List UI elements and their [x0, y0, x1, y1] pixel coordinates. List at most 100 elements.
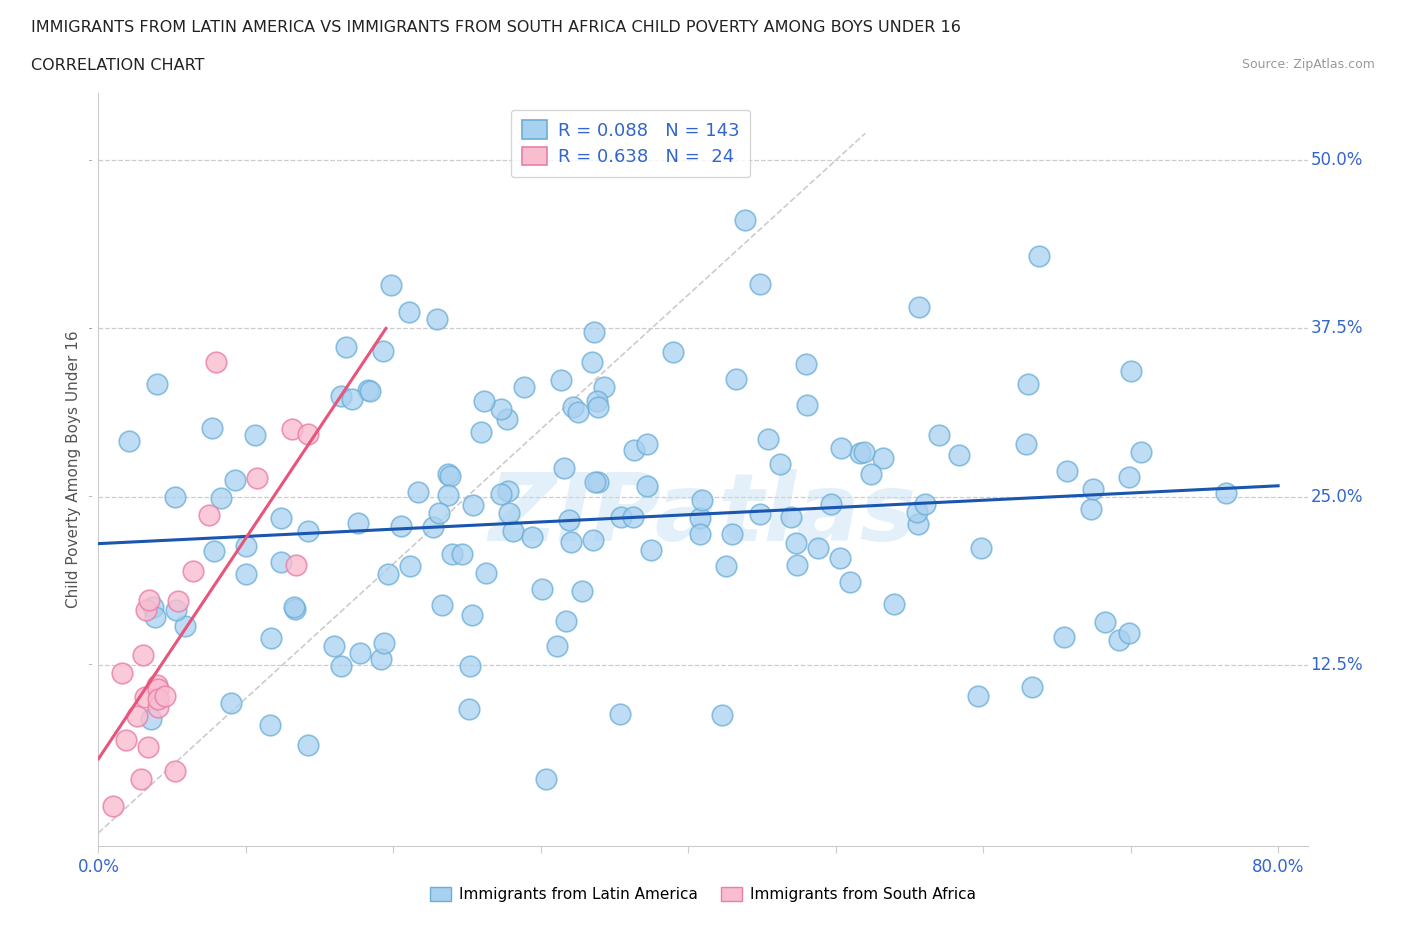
Point: [475, 565, 498, 580]
Point: [146, 692, 169, 707]
Point: [125, 709, 148, 724]
Point: [553, 460, 575, 475]
Point: [260, 631, 283, 646]
Point: [259, 717, 281, 732]
Point: [458, 658, 481, 673]
Point: [586, 399, 609, 414]
Point: [586, 474, 609, 489]
Point: [270, 511, 292, 525]
Point: [243, 428, 266, 443]
Point: [513, 380, 536, 395]
Point: [716, 559, 738, 574]
Point: [163, 764, 186, 778]
Point: [373, 343, 395, 358]
Point: [948, 447, 970, 462]
Point: [380, 278, 402, 293]
Point: [141, 711, 163, 726]
Point: [807, 541, 830, 556]
Point: [785, 535, 807, 550]
Point: [786, 557, 808, 572]
Point: [907, 299, 929, 314]
Point: [284, 601, 307, 616]
Point: [408, 485, 430, 499]
Point: [583, 474, 606, 489]
Point: [1080, 501, 1102, 516]
Point: [561, 400, 583, 415]
Point: [322, 639, 344, 654]
Point: [377, 566, 399, 581]
Point: [118, 433, 141, 448]
Point: [458, 701, 481, 716]
Point: [283, 600, 305, 615]
Point: [209, 491, 232, 506]
Point: [749, 506, 772, 521]
Text: ZIPatlas: ZIPatlas: [489, 469, 917, 561]
Point: [163, 489, 186, 504]
Text: Source: ZipAtlas.com: Source: ZipAtlas.com: [1241, 58, 1375, 71]
Point: [398, 305, 420, 320]
Point: [111, 666, 134, 681]
Point: [1017, 376, 1039, 391]
Point: [297, 737, 319, 752]
Point: [437, 467, 460, 482]
Point: [138, 592, 160, 607]
Point: [914, 496, 936, 511]
Point: [853, 445, 876, 459]
Point: [389, 519, 412, 534]
Point: [440, 547, 463, 562]
Point: [146, 682, 169, 697]
Point: [531, 581, 554, 596]
Point: [662, 345, 685, 360]
Point: [281, 422, 304, 437]
Point: [246, 471, 269, 485]
Point: [489, 487, 512, 502]
Point: [1119, 364, 1142, 379]
Point: [205, 354, 228, 369]
Point: [370, 652, 392, 667]
Text: 12.5%: 12.5%: [1310, 656, 1364, 673]
Point: [219, 696, 242, 711]
Y-axis label: Child Poverty Among Boys Under 16: Child Poverty Among Boys Under 16: [66, 331, 82, 608]
Point: [734, 213, 756, 228]
Point: [689, 527, 711, 542]
Point: [905, 504, 928, 519]
Point: [636, 436, 658, 451]
Point: [297, 524, 319, 538]
Point: [621, 510, 644, 525]
Point: [502, 524, 524, 538]
Point: [346, 516, 368, 531]
Text: 25.0%: 25.0%: [1310, 487, 1362, 506]
Point: [143, 610, 166, 625]
Point: [101, 799, 124, 814]
Point: [558, 512, 581, 527]
Point: [689, 510, 711, 525]
Point: [720, 526, 742, 541]
Point: [1108, 632, 1130, 647]
Point: [592, 379, 614, 394]
Point: [796, 398, 818, 413]
Point: [131, 648, 153, 663]
Point: [1130, 445, 1153, 459]
Point: [585, 393, 607, 408]
Point: [129, 772, 152, 787]
Point: [146, 377, 169, 392]
Point: [966, 688, 988, 703]
Point: [270, 554, 292, 569]
Point: [138, 739, 160, 754]
Point: [970, 541, 993, 556]
Point: [610, 509, 633, 524]
Point: [432, 598, 454, 613]
Point: [609, 706, 631, 721]
Point: [872, 450, 894, 465]
Point: [839, 575, 862, 590]
Point: [340, 392, 363, 406]
Text: CORRELATION CHART: CORRELATION CHART: [31, 58, 204, 73]
Point: [690, 493, 713, 508]
Point: [437, 487, 460, 502]
Point: [135, 602, 157, 617]
Point: [1118, 470, 1140, 485]
Point: [174, 619, 197, 634]
Point: [1056, 464, 1078, 479]
Text: IMMIGRANTS FROM LATIN AMERICA VS IMMIGRANTS FROM SOUTH AFRICA CHILD POVERTY AMON: IMMIGRANTS FROM LATIN AMERICA VS IMMIGRA…: [31, 20, 960, 35]
Point: [1028, 248, 1050, 263]
